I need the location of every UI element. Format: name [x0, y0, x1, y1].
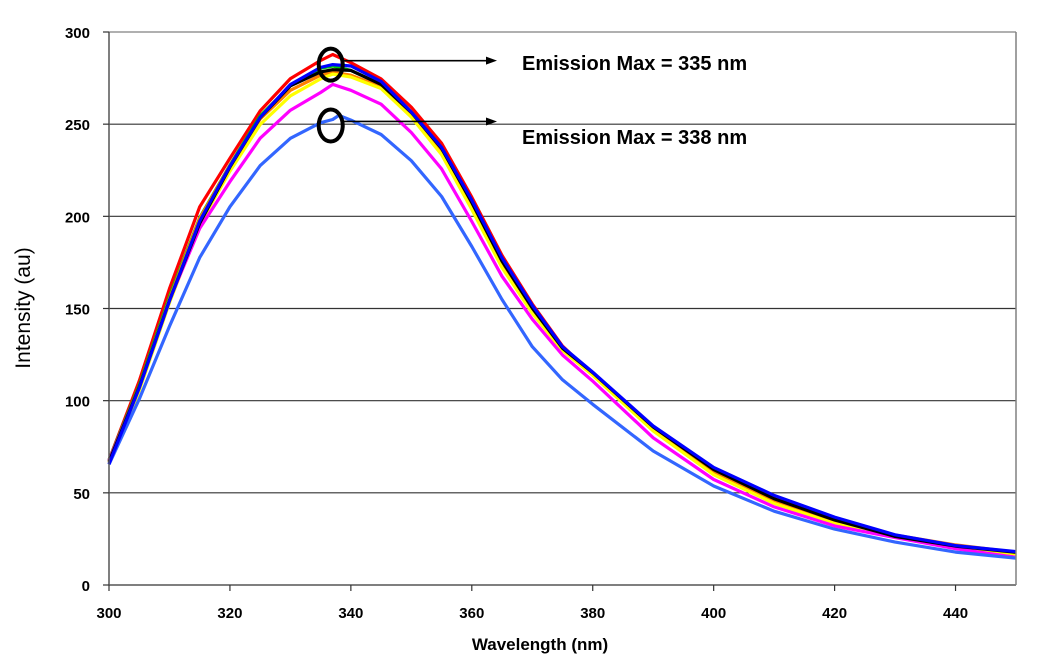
y-tick-label: 0: [82, 578, 90, 595]
annotations: Emission Max = 335 nm Emission Max = 338 …: [316, 46, 747, 149]
series-magenta: [107, 82, 1017, 559]
x-tick-label: 360: [459, 605, 484, 622]
emission-max-label: Emission Max = 338 nm: [522, 127, 747, 149]
y-axis-title: Intensity (au): [12, 247, 35, 368]
series-yellow: [107, 72, 1017, 556]
x-tick-label: 380: [580, 605, 605, 622]
y-tick-label: 200: [65, 209, 90, 226]
x-tick-label: 400: [701, 605, 726, 622]
peak-marker-circle: [316, 46, 345, 83]
emission-max-label: Emission Max = 335 nm: [522, 53, 747, 75]
series-lines: [107, 52, 1017, 560]
y-tick-label: 50: [73, 486, 90, 503]
x-tick-label: 320: [217, 605, 242, 622]
series-blue: [107, 62, 1017, 554]
arrow-head-icon: [486, 56, 497, 65]
y-tick-label: 150: [65, 302, 90, 319]
y-tick-label: 100: [65, 394, 90, 411]
y-tick-label: 300: [65, 25, 90, 42]
x-axis-title: Wavelength (nm): [472, 635, 608, 654]
tick-labels: 0 50 100 150 200 250 300 300 320 340 360 380 400 420 4…: [65, 25, 968, 622]
peak-marker-circle: [316, 107, 345, 144]
x-tick-label: 420: [822, 605, 847, 622]
x-tick-label: 340: [338, 605, 363, 622]
y-tick-label: 250: [65, 117, 90, 134]
x-tick-label: 440: [943, 605, 968, 622]
arrow-head-icon: [486, 117, 497, 126]
axes: [103, 31, 1017, 591]
x-tick-label: 300: [96, 605, 121, 622]
gridlines: [109, 31, 1016, 494]
series-light-blue: [107, 113, 1017, 560]
